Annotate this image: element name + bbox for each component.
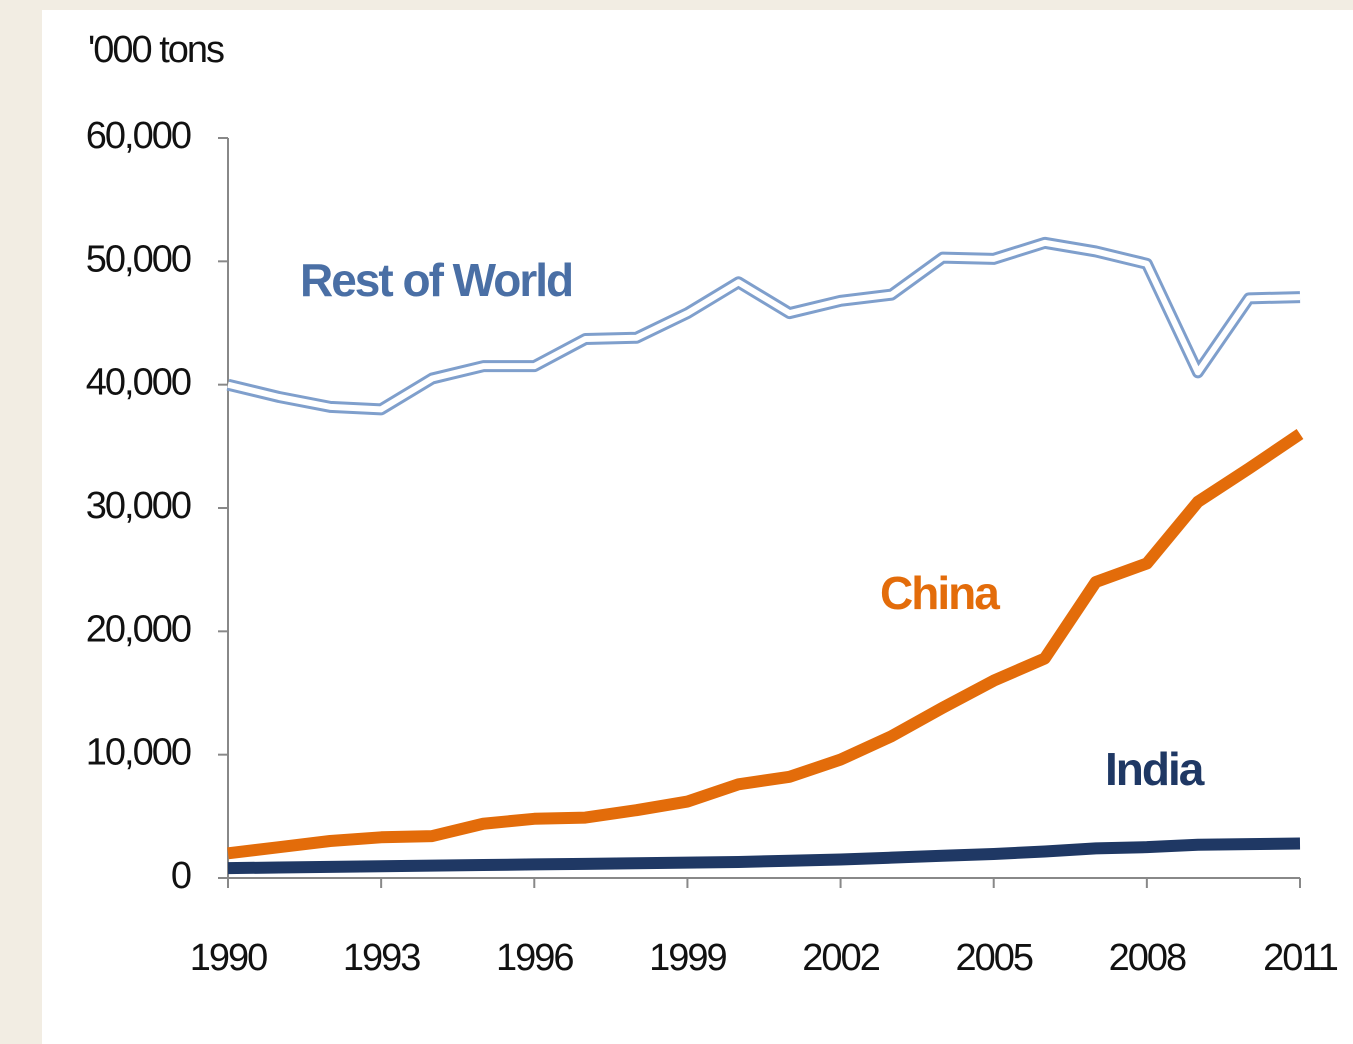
x-tick-label: 1990 bbox=[190, 937, 267, 979]
x-tick-label: 2005 bbox=[955, 937, 1032, 979]
series-line bbox=[227, 837, 1301, 875]
series-line-inner bbox=[227, 239, 1301, 413]
y-axis-label: '000 tons bbox=[88, 29, 224, 71]
x-tick-label: 1993 bbox=[343, 937, 420, 979]
series-label: China bbox=[880, 567, 1000, 619]
y-tick-label: 50,000 bbox=[86, 238, 191, 280]
y-tick-label: 0 bbox=[171, 855, 191, 897]
x-tick-label: 1996 bbox=[496, 937, 573, 979]
series-label: India bbox=[1105, 743, 1205, 795]
y-tick-label: 30,000 bbox=[86, 485, 191, 527]
x-tick-label: 1999 bbox=[649, 937, 726, 979]
x-tick-label: 2002 bbox=[802, 937, 879, 979]
x-tick-label: 2008 bbox=[1109, 937, 1186, 979]
y-tick-label: 20,000 bbox=[86, 608, 191, 650]
series-label: Rest of World bbox=[300, 254, 572, 306]
y-tick-label: 40,000 bbox=[86, 362, 191, 404]
y-tick-label: 10,000 bbox=[86, 732, 191, 774]
y-tick-label: 60,000 bbox=[86, 115, 191, 157]
panel bbox=[42, 10, 1353, 1044]
series-line bbox=[227, 429, 1304, 860]
x-tick-label: 2011 bbox=[1263, 937, 1338, 979]
